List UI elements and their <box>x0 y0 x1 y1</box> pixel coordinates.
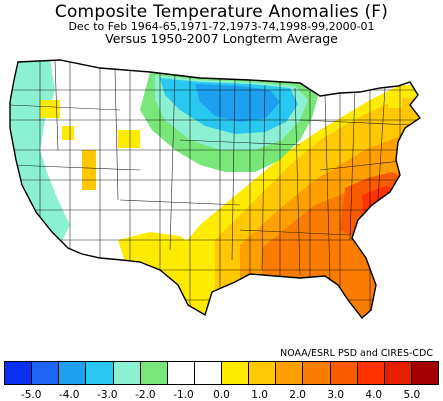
legend-swatch-7 <box>194 362 222 384</box>
legend-swatch-9 <box>249 362 277 384</box>
legend-swatch-11 <box>303 362 331 384</box>
division-boundaries <box>10 60 420 318</box>
data-credit: NOAA/ESRL PSD and CIRES-CDC <box>280 348 433 359</box>
legend-tick-label: 4.0 <box>365 389 383 401</box>
legend-tick-label: -5.0 <box>20 389 42 401</box>
legend-tick-label: -3.0 <box>97 389 118 401</box>
legend-tick-label: -1.0 <box>173 389 194 401</box>
legend-swatch-1 <box>32 362 60 384</box>
color-legend-bar <box>4 361 439 385</box>
legend-tick-label: 5.0 <box>403 389 421 401</box>
legend-swatch-15 <box>411 362 438 384</box>
legend-swatch-0 <box>5 362 33 384</box>
legend-swatch-8 <box>222 362 250 384</box>
anomaly-shading <box>10 60 420 318</box>
legend-tick-label: 3.0 <box>327 389 345 401</box>
legend-swatch-10 <box>276 362 304 384</box>
map-subtitle-baseline: Versus 1950-2007 Longterm Average <box>105 31 338 46</box>
legend-tick-label: -4.0 <box>59 389 80 401</box>
legend-tick-label: 2.0 <box>289 389 306 401</box>
legend-swatch-13 <box>357 362 385 384</box>
legend-tick-label: 0.0 <box>213 389 230 401</box>
legend-swatch-6 <box>167 362 195 384</box>
map-subtitle: Dec to Feb 1964-65,1971-72,1973-74,1998-… <box>68 20 375 33</box>
legend-swatch-4 <box>113 362 141 384</box>
legend-swatch-2 <box>59 362 87 384</box>
us-outline <box>9 59 422 320</box>
legend-tick-label: 1.0 <box>251 389 268 401</box>
color-legend-ticks: -5.0 -4.0 -3.0 -2.0 -1.0 0.0 1.0 2.0 3.0 4.0 5.0 <box>4 389 439 401</box>
legend-tick-label: -2.0 <box>135 389 156 401</box>
legend-swatch-5 <box>140 362 168 384</box>
legend-swatch-12 <box>330 362 358 384</box>
legend-swatch-3 <box>86 362 114 384</box>
map-title: Composite Temperature Anomalies (F) <box>54 2 389 22</box>
legend-swatch-14 <box>384 362 412 384</box>
